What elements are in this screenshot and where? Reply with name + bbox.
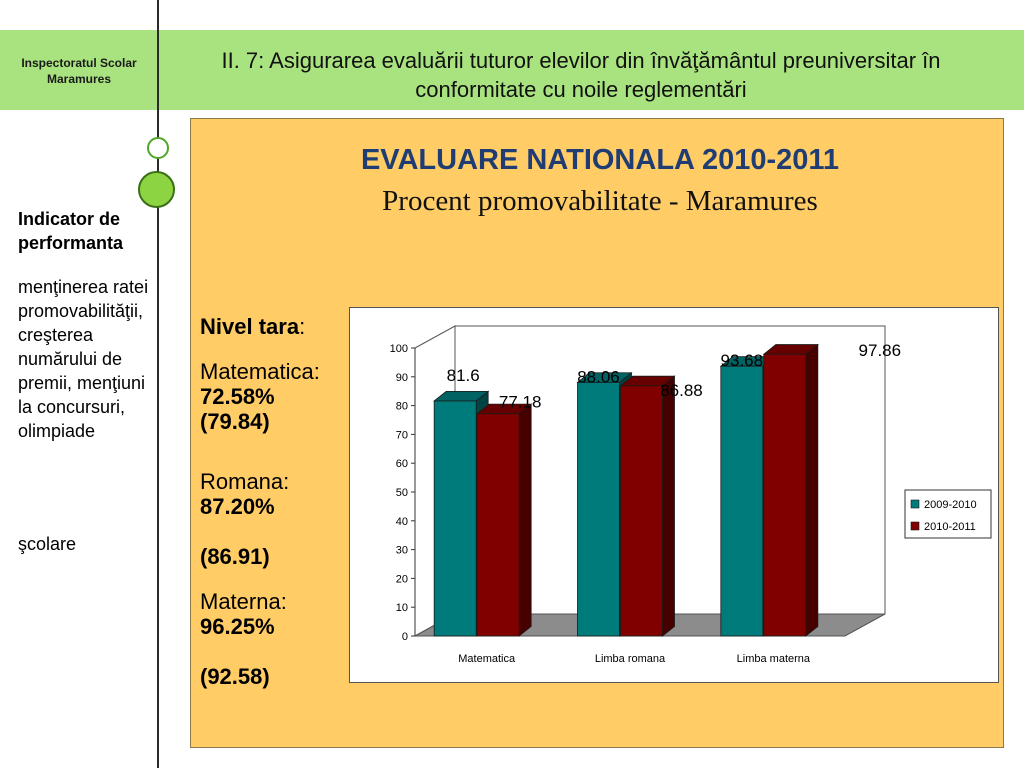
bar-side <box>662 375 675 637</box>
national-materna-value: 96.25% <box>200 614 275 639</box>
y-tick-label: 40 <box>396 516 408 528</box>
y-tick-label: 60 <box>396 458 408 470</box>
national-level-text: Nivel tara <box>200 314 300 339</box>
national-materna-previous: (92.58) <box>200 664 270 689</box>
legend-swatch <box>910 499 920 509</box>
y-tick-label: 100 <box>390 343 408 355</box>
bar <box>476 413 520 637</box>
bar <box>433 400 477 637</box>
national-romana-value: 87.20% <box>200 494 275 519</box>
national-romana-previous: (86.91) <box>200 544 270 569</box>
org-name: Inspectoratul Scolar Maramures <box>21 56 137 86</box>
x-tick-label: Limba materna <box>737 653 811 665</box>
national-matematica-label: Matematica: <box>200 359 320 384</box>
circle-marker-top <box>147 137 169 159</box>
data-label: 81.6 <box>447 366 480 385</box>
y-tick-label: 80 <box>396 401 408 413</box>
circle-marker-mid <box>138 171 175 208</box>
bar-side <box>518 403 532 637</box>
data-label: 88.06 <box>577 367 620 386</box>
bar <box>577 381 620 637</box>
indicator-text: menţinerea ratei promovabilităţii, creşt… <box>18 277 149 441</box>
bar-side <box>805 343 819 637</box>
y-tick-label: 10 <box>396 602 408 614</box>
y-tick-label: 20 <box>396 573 408 585</box>
data-label: 93.68 <box>721 351 764 370</box>
y-tick-label: 70 <box>396 429 408 441</box>
slide-title: II. 7: Asigurarea evaluării tuturor elev… <box>221 48 941 102</box>
vertical-divider <box>157 0 159 768</box>
x-tick-label: Matematica <box>458 653 516 665</box>
data-label: 86.88 <box>660 381 703 400</box>
y-tick-label: 90 <box>396 372 408 384</box>
indicator-heading: Indicator de performanta <box>18 209 124 253</box>
national-matematica-value: 72.58% (79.84) <box>200 384 275 434</box>
legend-box <box>904 489 992 539</box>
y-tick-label: 0 <box>402 631 408 643</box>
data-label: 97.86 <box>859 341 902 360</box>
y-tick-label: 50 <box>396 487 408 499</box>
bar <box>620 385 663 637</box>
legend-label: 2010-2011 <box>924 521 976 533</box>
legend-label: 2009-2010 <box>924 499 977 511</box>
data-label: 77.18 <box>499 393 542 412</box>
legend-swatch <box>910 521 920 531</box>
indicator-text-continued: şcolare <box>18 534 77 554</box>
bar <box>720 365 764 637</box>
panel-title: EVALUARE NATIONALA 2010-2011 <box>360 144 840 176</box>
bar-chart: 0 10 20 30 40 50 60 70 80 90 100 81.6 77.18 Matematic… <box>349 307 999 683</box>
national-materna-label: Materna: <box>200 589 287 614</box>
y-tick-label: 30 <box>396 545 408 557</box>
national-level-label: Nivel tara: <box>200 314 306 339</box>
panel-subtitle: Procent promovabilitate - Maramures <box>382 185 818 217</box>
x-tick-label: Limba romana <box>595 653 666 665</box>
header-band <box>0 30 1024 110</box>
national-romana-label: Romana: <box>200 469 290 494</box>
bar <box>763 353 807 637</box>
bar-chart-svg: 0 10 20 30 40 50 60 70 80 90 100 81.6 77.18 Matematic… <box>390 325 992 665</box>
